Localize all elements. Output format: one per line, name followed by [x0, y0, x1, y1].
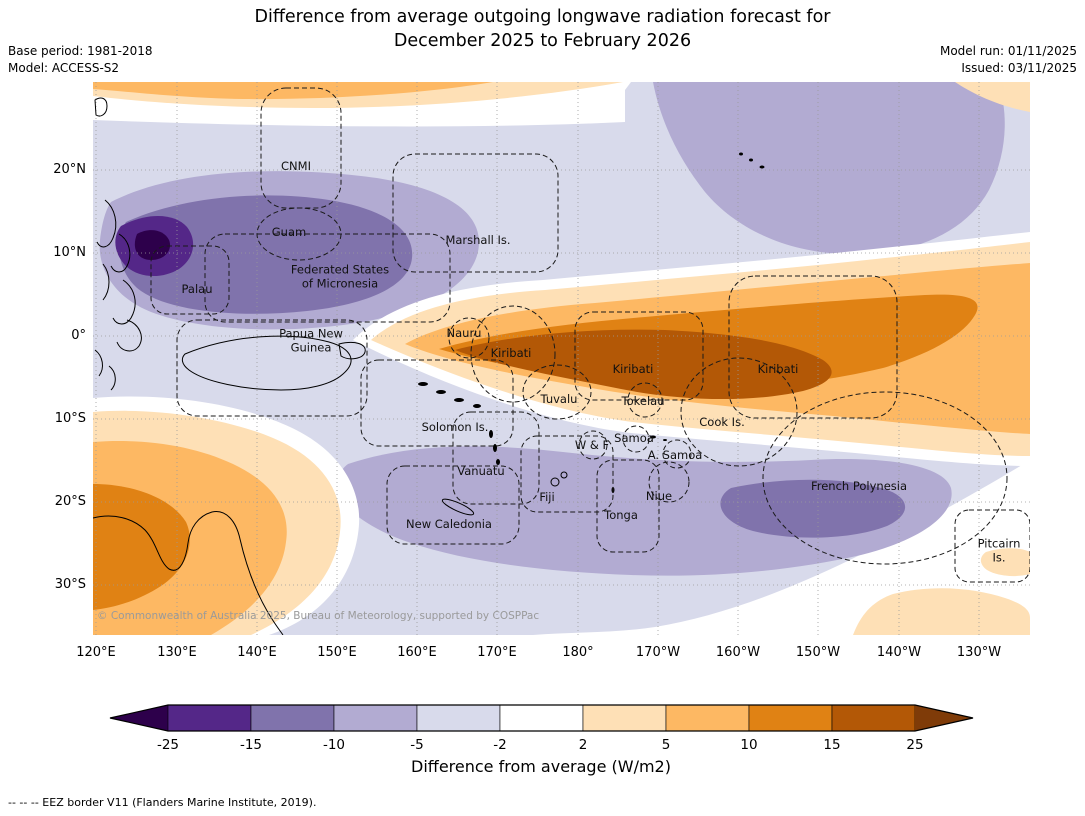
colorbar-seg-2 [250, 704, 335, 732]
map-label-cook-is: Cook Is. [699, 414, 745, 429]
eez-footnote: -- -- -- EEZ border V11 (Flanders Marine… [8, 796, 317, 809]
x-tick-130w: 130°W [956, 645, 1002, 660]
contour-region-nw-darkest-purple [134, 230, 171, 260]
model-meta-right: Model run: 01/11/2025 Issued: 03/11/2025 [940, 43, 1077, 78]
y-tick-20n: 20°N [53, 162, 86, 177]
map-label-a-samoa: A. Samoa [647, 447, 703, 462]
colorbar-seg-4 [416, 704, 501, 732]
colorbar-seg-7 [665, 704, 750, 732]
x-tick-130e: 130°E [157, 645, 197, 660]
contour-region-topright-pale-orange [955, 82, 1030, 112]
map-label-fiji: Fiji [539, 489, 555, 504]
x-tick-160e: 160°E [397, 645, 437, 660]
map-label-palau: Palau [181, 281, 213, 296]
map-label-samoa: Samoa [614, 430, 654, 445]
colorbar-tick-m10: -10 [322, 737, 346, 753]
map-label-wf: W & F [574, 437, 610, 452]
map-label-new-caledonia: New Caledonia [406, 516, 492, 531]
x-tick-140e: 140°E [237, 645, 277, 660]
contour-region-se-pale-orange [853, 588, 1030, 635]
model-run-text: Model run: 01/11/2025 [939, 44, 1077, 58]
colorbar-tick-15: 15 [823, 737, 841, 753]
model-meta-left: Base period: 1981-2018 Model: ACCESS-S2 [8, 43, 153, 78]
colorbar-tick-m2: -2 [493, 737, 507, 753]
coastlines [92, 97, 568, 636]
contour-region-top-strip-light-orange [93, 82, 493, 100]
map-label-kiribati-3: Kiribati [757, 361, 799, 376]
colorbar-label: Difference from average (W/m2) [411, 757, 671, 776]
y-tick-30s: 30°S [54, 577, 86, 592]
x-tick-140w: 140°W [876, 645, 922, 660]
map-label-tokelau: Tokelau [621, 393, 665, 408]
map-label-french-polynesia: French Polynesia [810, 478, 908, 493]
map-label-marshall-is: Marshall Is. [445, 232, 511, 247]
y-tick-10s: 10°S [54, 411, 86, 426]
map-label-vanuatu: Vanuatu [457, 463, 505, 478]
contour-region-nw-mid-purple [119, 195, 413, 314]
colorbar-outline [109, 704, 974, 732]
copyright-text: © Commonwealth of Australia 2025, Bureau… [97, 610, 540, 622]
page-title: Difference from average outgoing longwav… [254, 7, 831, 51]
colorbar-seg-6 [582, 704, 667, 732]
eez-borders [150, 87, 1031, 583]
small-islands [418, 152, 765, 493]
colorbar-seg-9 [831, 704, 916, 732]
colorbar-tick-m15: -15 [239, 737, 263, 753]
contour-region-sw-mid-orange [93, 484, 190, 610]
colorbar-right-arrow [915, 705, 973, 731]
map-label-solomon-is: Solomon Is. [421, 419, 489, 434]
map-label-tonga: Tonga [604, 507, 638, 522]
colorbar-tick-10: 10 [740, 737, 758, 753]
y-tick-10n: 10°N [53, 245, 86, 260]
contour-region-se-pale-orange-2 [980, 548, 1030, 577]
x-tick-170w: 170°W [635, 645, 681, 660]
x-tick-150w: 150°W [795, 645, 841, 660]
map-label-tuvalu: Tuvalu [540, 391, 578, 406]
y-tick-20s: 20°S [54, 494, 86, 509]
colorbar-seg-3 [333, 704, 418, 732]
map-label-nauru: Nauru [446, 325, 482, 340]
contour-map-svg [92, 82, 1031, 636]
x-tick-170e: 170°E [477, 645, 517, 660]
x-tick-160w: 160°W [715, 645, 761, 660]
map-label-guam: Guam [271, 224, 307, 239]
colorbar-tick-5: 5 [661, 737, 671, 753]
x-tick-150e: 150°E [317, 645, 357, 660]
colorbar-left-arrow [110, 705, 168, 731]
colorbar-seg-8 [748, 704, 833, 732]
colorbar-seg-1 [167, 704, 252, 732]
colorbar-seg-5 [499, 704, 584, 732]
map-label-kiribati-1: Kiribati [490, 345, 532, 360]
map-label-cnmi: CNMI [281, 158, 311, 173]
map-label-fsm: Federated States of Micronesia [290, 262, 390, 291]
colorbar-tick-m5: -5 [410, 737, 424, 753]
contour-region-hawaii-purple [653, 82, 1005, 255]
colorbar-tick-m25: -25 [156, 737, 180, 753]
map-label-niue: Niue [645, 488, 673, 503]
x-tick-180: 180° [562, 645, 594, 660]
map-label-png: Papua New Guinea [279, 326, 343, 355]
contour-region-south-mid-purple [720, 479, 906, 538]
colorbar [109, 704, 974, 732]
x-tick-120e: 120°E [76, 645, 116, 660]
colorbar-tick-25: 25 [906, 737, 924, 753]
colorbar-tick-2: 2 [578, 737, 588, 753]
map-label-kiribati-2: Kiribati [612, 361, 654, 376]
y-tick-0: 0° [71, 328, 86, 343]
map-label-pitcairn-is: Pitcairn Is. [977, 536, 1021, 565]
contour-region-south-light-purple [336, 446, 952, 576]
base-period-text: Base period: 1981-2018 [8, 44, 153, 58]
map-plot-area [92, 82, 1031, 636]
model-text: Model: ACCESS-S2 [8, 61, 120, 76]
issued-text: Issued: 03/11/2025 [961, 61, 1077, 76]
contour-region-equator-dark-orange [455, 329, 832, 400]
